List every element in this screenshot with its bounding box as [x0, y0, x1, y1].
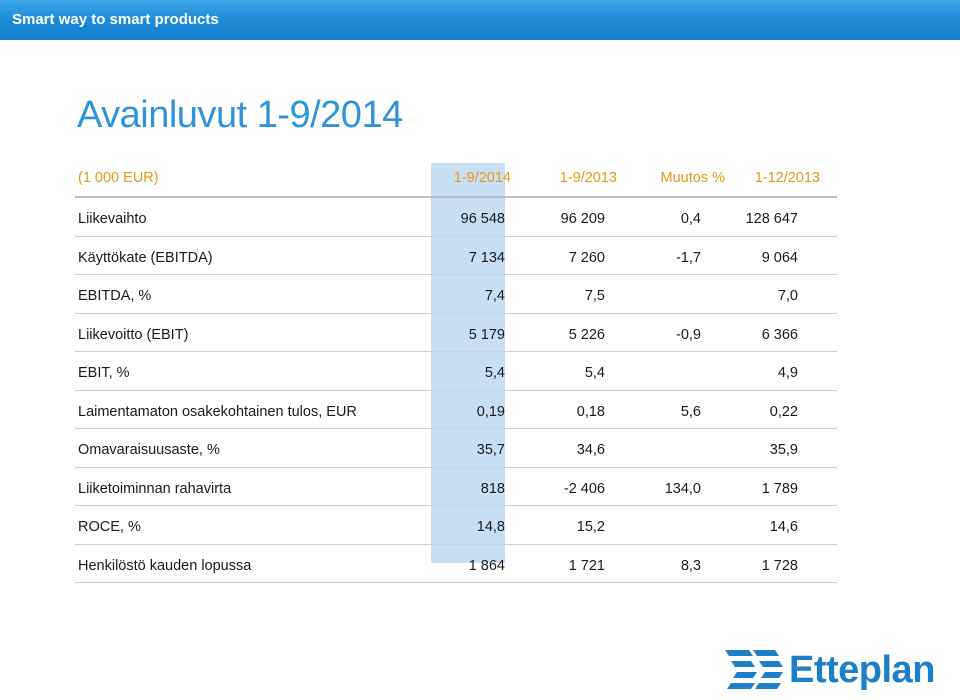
table-row: Laimentamaton osakekohtainen tulos, EUR … — [75, 391, 837, 429]
row-label: EBITDA, % — [78, 288, 152, 304]
row-value-change: -1,7 — [676, 249, 701, 266]
row-value-1-9-2014: 7,4 — [484, 288, 505, 304]
row-value-1-9-2014: 7 134 — [468, 249, 505, 266]
row-value-1-9-2013: 1 721 — [568, 557, 605, 574]
row-label: Liiketoiminnan rahavirta — [78, 480, 232, 497]
row-label: Laimentamaton osakekohtainen tulos, EUR — [78, 403, 357, 420]
highlight-column — [431, 163, 505, 563]
table-row: Liikevoitto (EBIT) 5 179 5 226 -0,9 6 36… — [75, 314, 837, 352]
table-row: EBITDA, % 7,4 7,5 7,0 — [75, 275, 837, 314]
row-value-1-9-2013: 34,6 — [576, 442, 605, 458]
row-label: EBIT, % — [78, 365, 130, 381]
row-value-1-9-2013: 15,2 — [576, 519, 605, 535]
header-cell-unit: (1 000 EUR) — [78, 170, 159, 186]
row-value-change: 0,4 — [680, 211, 701, 227]
header-cell-1-12-2013: 1-12/2013 — [754, 170, 820, 186]
row-value-1-9-2013: 0,18 — [576, 403, 605, 420]
top-banner: Smart way to smart products — [0, 0, 960, 40]
row-value-1-9-2014: 5,4 — [484, 365, 505, 381]
row-value-1-9-2014: 1 864 — [468, 557, 505, 574]
row-value-1-9-2014: 35,7 — [476, 442, 505, 458]
row-value-1-12-2013: 4,9 — [777, 365, 798, 381]
row-value-1-12-2013: 1 789 — [761, 480, 798, 497]
row-value-1-9-2014: 5 179 — [468, 326, 505, 343]
table-row: Henkilöstö kauden lopussa 1 864 1 721 8,… — [75, 545, 837, 583]
table-row: EBIT, % 5,4 5,4 4,9 — [75, 352, 837, 391]
row-value-change: 134,0 — [664, 480, 701, 497]
table-row: Liiketoiminnan rahavirta 818 -2 406 134,… — [75, 468, 837, 506]
row-value-1-12-2013: 14,6 — [769, 519, 798, 535]
header-cell-1-9-2014: 1-9/2014 — [453, 170, 511, 186]
row-value-1-12-2013: 9 064 — [761, 249, 798, 266]
header-cell-1-9-2013: 1-9/2013 — [559, 170, 617, 186]
row-value-1-9-2013: 5,4 — [584, 365, 605, 381]
row-value-1-9-2014: 14,8 — [476, 519, 505, 535]
table-row: Liikevaihto 96 548 96 209 0,4 128 647 — [75, 198, 837, 237]
table-header-row: (1 000 EUR) 1-9/2014 1-9/2013 Muutos % 1… — [75, 158, 837, 198]
table-row: Käyttökate (EBITDA) 7 134 7 260 -1,7 9 0… — [75, 237, 837, 275]
table-row: ROCE, % 14,8 15,2 14,6 — [75, 506, 837, 545]
etteplan-logo: Etteplan — [723, 646, 935, 696]
row-value-1-12-2013: 35,9 — [769, 442, 798, 458]
etteplan-logo-icon — [725, 650, 783, 689]
row-value-1-12-2013: 128 647 — [745, 211, 798, 227]
table-row: Omavaraisuusaste, % 35,7 34,6 35,9 — [75, 429, 837, 468]
logo-text: Etteplan — [789, 649, 935, 691]
row-value-1-9-2013: 7 260 — [568, 249, 605, 266]
row-label: Liikevoitto (EBIT) — [78, 326, 189, 343]
row-value-change: -0,9 — [676, 326, 701, 343]
row-value-1-9-2013: 7,5 — [584, 288, 605, 304]
row-label: Omavaraisuusaste, % — [78, 442, 220, 458]
row-value-1-9-2013: 96 209 — [560, 211, 605, 227]
row-value-1-9-2014: 96 548 — [460, 211, 505, 227]
row-value-change: 5,6 — [680, 403, 701, 420]
row-value-1-12-2013: 1 728 — [761, 557, 798, 574]
key-figures-table: (1 000 EUR) 1-9/2014 1-9/2013 Muutos % 1… — [75, 158, 837, 583]
row-label: ROCE, % — [78, 519, 141, 535]
row-value-1-12-2013: 0,22 — [769, 403, 798, 420]
row-value-1-9-2014: 818 — [480, 480, 505, 497]
page-title: Avainluvut 1-9/2014 — [77, 94, 403, 136]
banner-text: Smart way to smart products — [12, 11, 219, 28]
row-value-1-12-2013: 7,0 — [777, 288, 798, 304]
row-label: Liikevaihto — [78, 211, 147, 227]
row-value-1-9-2014: 0,19 — [476, 403, 505, 420]
row-label: Henkilöstö kauden lopussa — [78, 557, 252, 574]
row-value-1-9-2013: 5 226 — [568, 326, 605, 343]
row-value-1-9-2013: -2 406 — [563, 480, 605, 497]
header-cell-change: Muutos % — [660, 170, 725, 186]
row-value-1-12-2013: 6 366 — [761, 326, 798, 343]
row-value-change: 8,3 — [680, 557, 701, 574]
row-label: Käyttökate (EBITDA) — [78, 249, 213, 266]
